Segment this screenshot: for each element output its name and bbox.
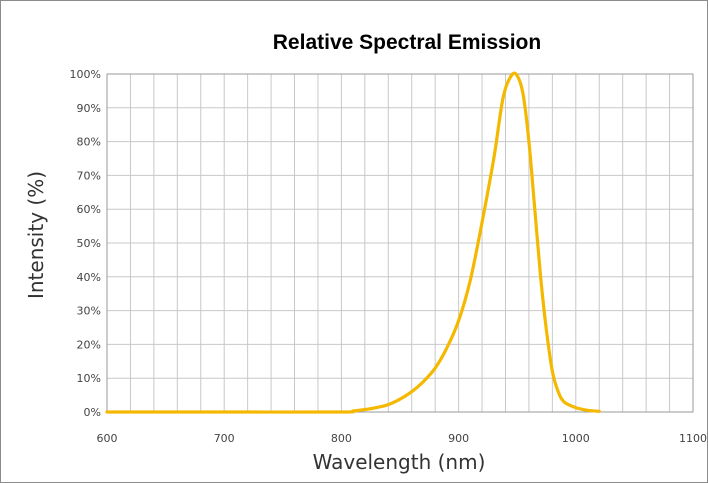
- x-tick-label: 600: [97, 432, 118, 445]
- x-tick-label: 1100: [679, 432, 707, 445]
- y-tick-label: 20%: [77, 338, 101, 351]
- y-tick-label: 60%: [77, 203, 101, 216]
- y-tick-label: 100%: [70, 68, 101, 81]
- chart-title: Relative Spectral Emission: [273, 31, 541, 54]
- x-tick-label: 1000: [562, 432, 590, 445]
- y-tick-label: 10%: [77, 372, 101, 385]
- plot-border: [106, 73, 694, 413]
- y-tick-label: 80%: [77, 136, 101, 149]
- y-tick-label: 30%: [77, 305, 101, 318]
- grid: [107, 74, 693, 412]
- x-tick-labels: 600 700 800 900 1000 1100: [97, 432, 708, 445]
- x-tick-label: 900: [448, 432, 469, 445]
- series-line: [105, 71, 601, 414]
- y-tick-label: 0%: [84, 406, 101, 419]
- y-tick-labels: 0% 10% 20% 30% 40% 50% 60% 70% 80% 90% 100%: [70, 68, 101, 419]
- x-tick-label: 700: [214, 432, 235, 445]
- y-axis-label: Intensity (%): [24, 171, 48, 299]
- y-tick-label: 40%: [77, 271, 101, 284]
- y-tick-label: 50%: [77, 237, 101, 250]
- y-tick-label: 90%: [77, 102, 101, 115]
- x-axis-label: Wavelength (nm): [313, 450, 486, 474]
- y-tick-label: 70%: [77, 169, 101, 182]
- x-tick-label: 800: [331, 432, 352, 445]
